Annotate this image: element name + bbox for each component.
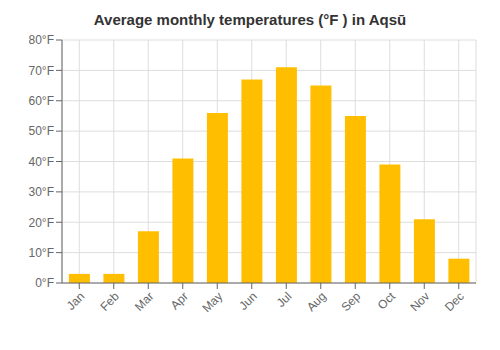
svg-text:10°F: 10°F (29, 246, 54, 260)
svg-text:20°F: 20°F (29, 216, 54, 230)
svg-text:70°F: 70°F (29, 64, 54, 78)
svg-text:50°F: 50°F (29, 124, 54, 138)
svg-text:Nov: Nov (407, 289, 432, 314)
html-text:Average monthly temperatures (: Average monthly temperatures (°F ) in Aq… (93, 11, 407, 28)
svg-text:Aug: Aug (304, 289, 329, 314)
svg-text:Oct: Oct (375, 289, 399, 313)
svg-text:Feb: Feb (97, 289, 122, 314)
svg-text:40°F: 40°F (29, 155, 54, 169)
svg-text:0°F: 0°F (35, 276, 54, 290)
svg-text:Dec: Dec (442, 289, 467, 314)
svg-text:Sep: Sep (338, 289, 363, 314)
svg-text:80°F: 80°F (29, 33, 54, 47)
svg-text:Jun: Jun (236, 289, 260, 313)
svg-text:Jan: Jan (64, 289, 88, 313)
svg-text:30°F: 30°F (29, 185, 54, 199)
svg-text:Mar: Mar (132, 289, 157, 314)
svg-text:May: May (199, 289, 225, 315)
svg-text:Jul: Jul (274, 289, 295, 310)
svg-text:Apr: Apr (168, 289, 191, 312)
svg-text:60°F: 60°F (29, 94, 54, 108)
